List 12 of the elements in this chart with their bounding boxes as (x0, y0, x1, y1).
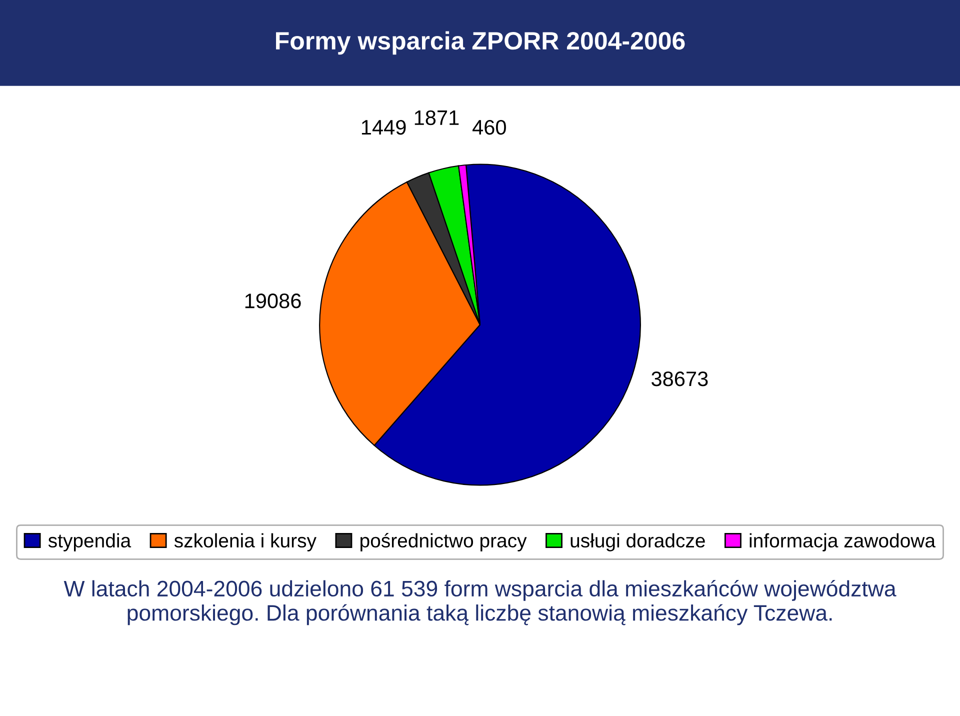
data-label: 38673 (652, 371, 708, 386)
legend-label: informacja zawodowa (750, 533, 936, 552)
legend-label: szkolenia i kursy (174, 533, 316, 552)
legend-label: stypendia (48, 533, 132, 552)
legend-label: pośrednictwo pracy (360, 533, 527, 552)
data-label: 460 (472, 120, 506, 135)
legend-label: usługi doradcze (570, 533, 705, 552)
data-label: 1871 (414, 110, 459, 126)
text: W latach 2004-2006 udzielono 61 539 form wsparcia dla mieszkańców województwa pomorskiego. Dla porównania taką liczbę stanowią mieszkańcy Tczewa. (64, 580, 896, 626)
chart-title: Formy wsparcia ZPORR 2004-2006 (276, 31, 685, 55)
data-label: 1449 (362, 120, 406, 135)
data-label: 19086 (245, 294, 301, 308)
